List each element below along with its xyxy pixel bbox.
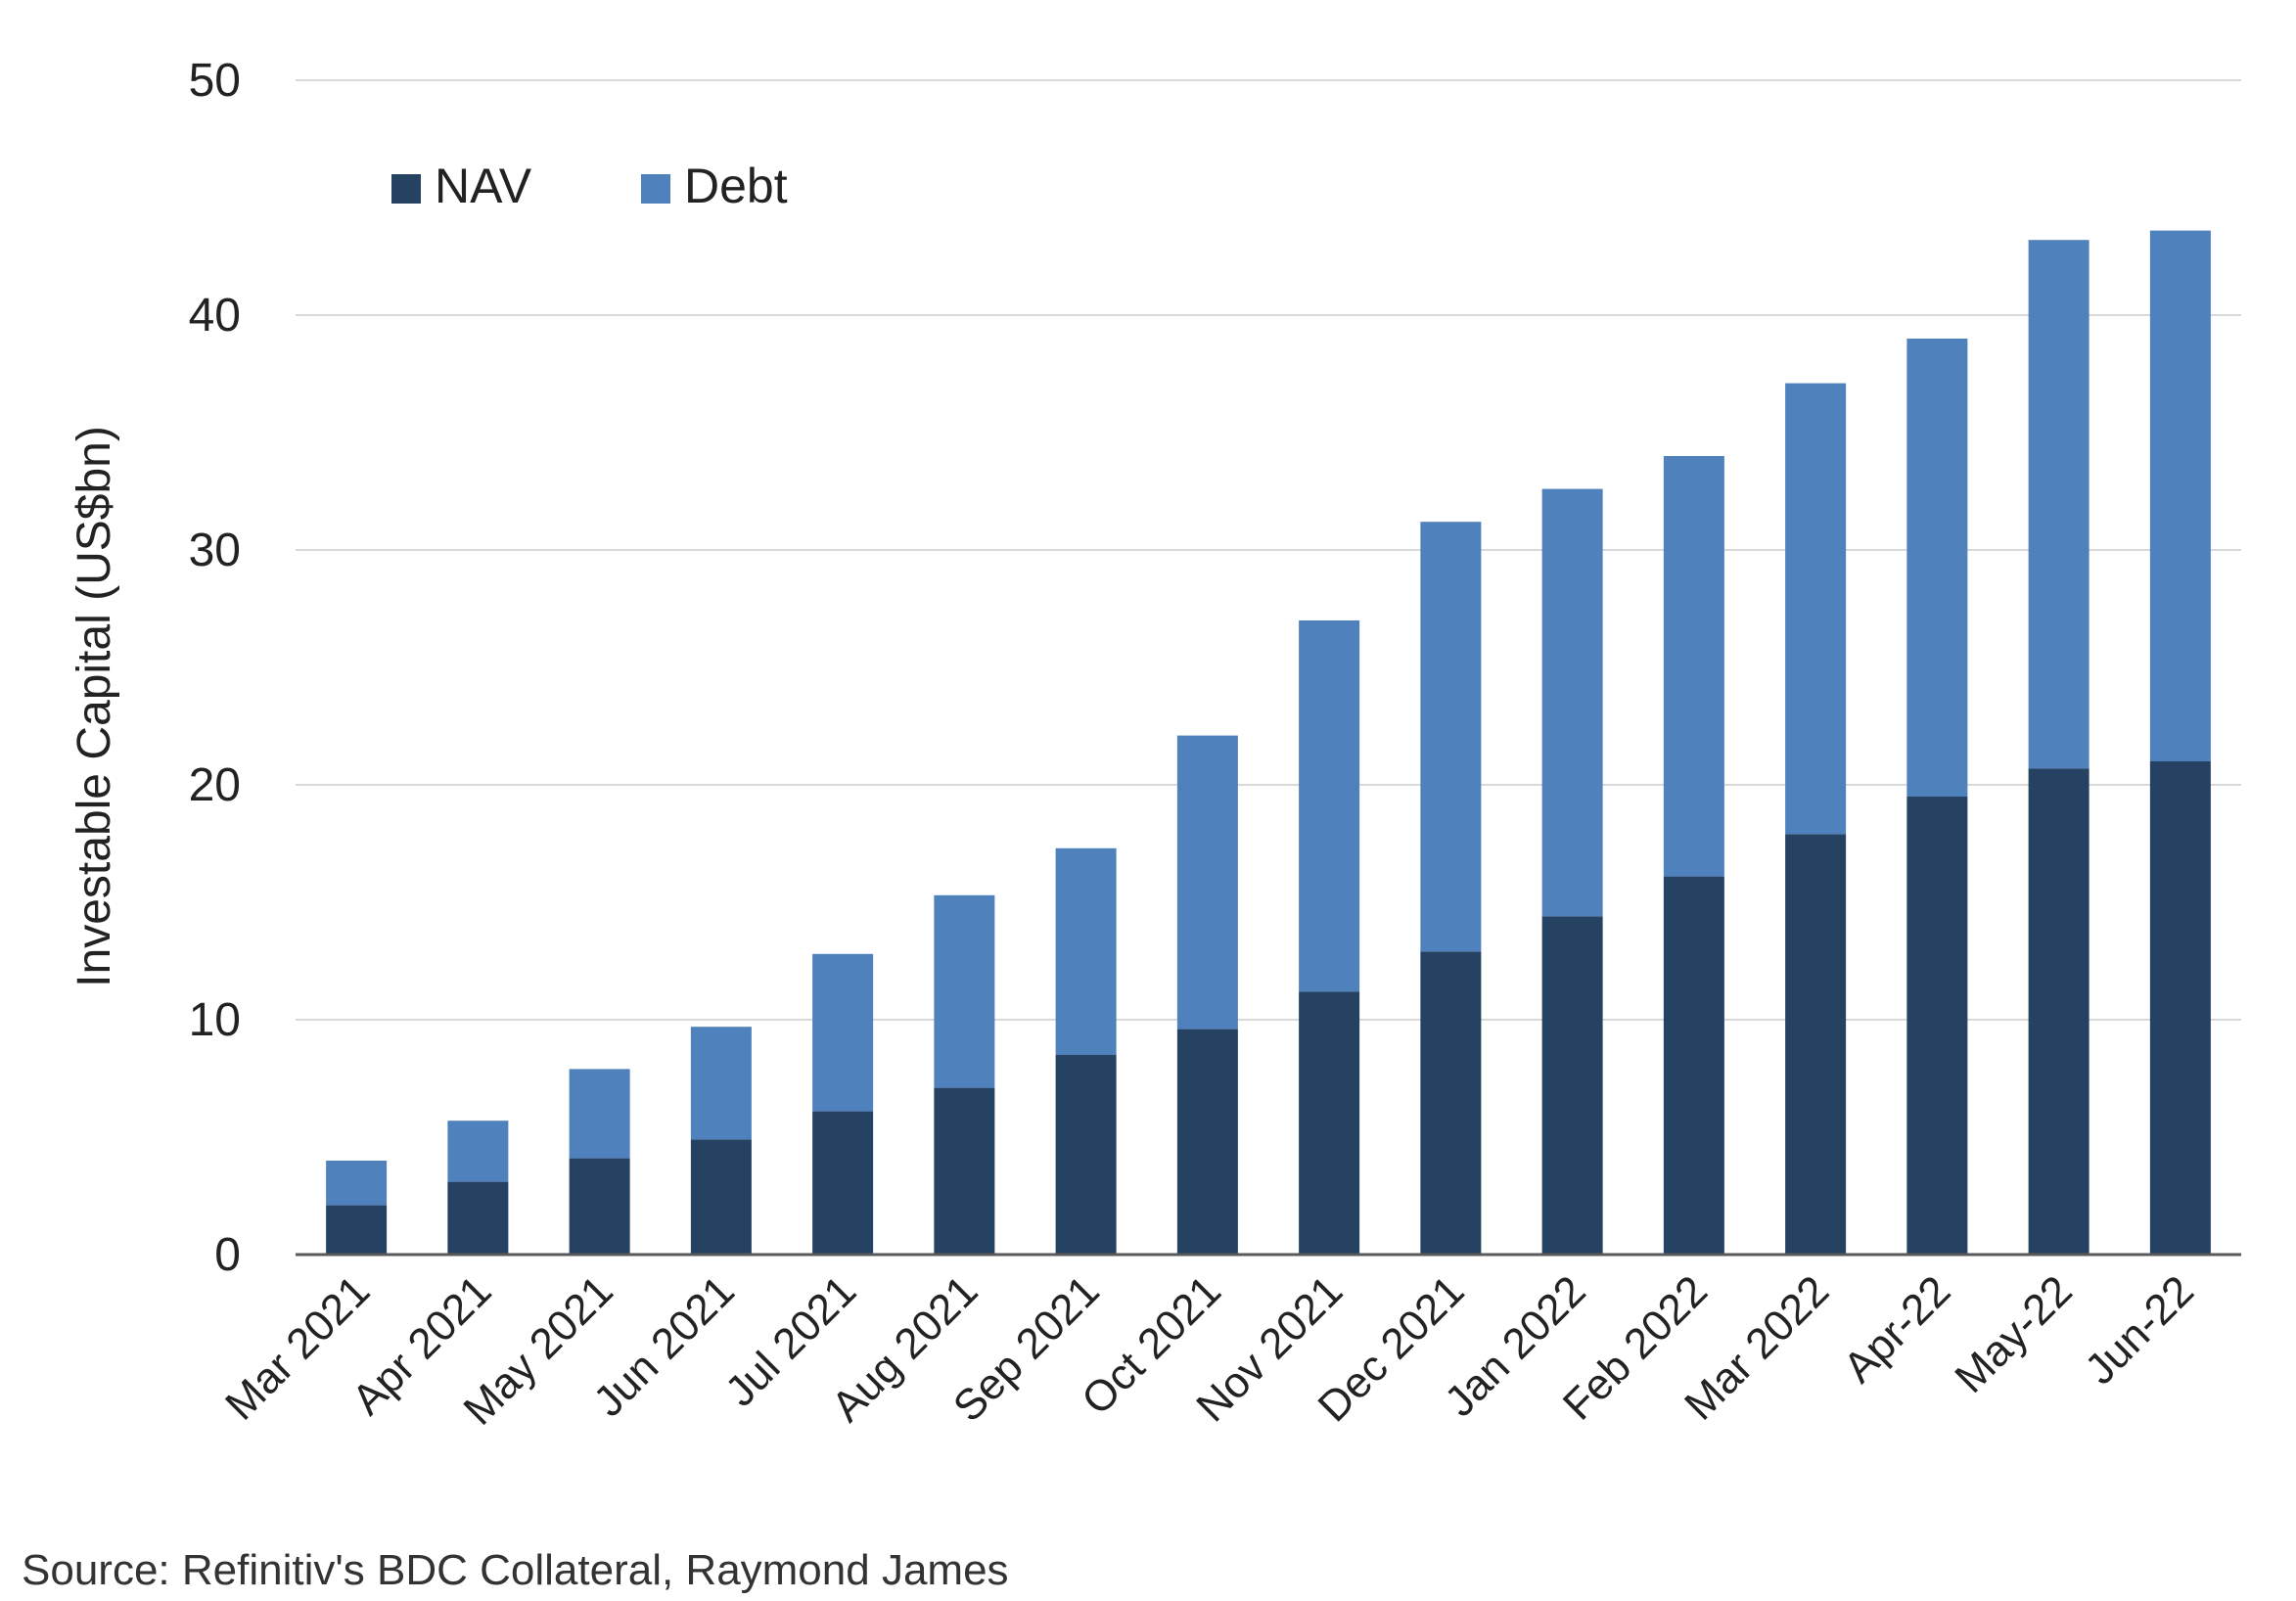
y-axis-title: Investable Capital (US$bn) [69, 426, 120, 987]
y-tick-label-40: 40 [189, 290, 241, 342]
bar-nav-7 [1176, 1029, 1238, 1255]
bar-debt-6 [1055, 847, 1117, 1055]
bar-nav-11 [1663, 876, 1724, 1255]
bar-debt-0 [326, 1161, 388, 1206]
bar-nav-13 [1906, 797, 1968, 1255]
bar-nav-6 [1055, 1055, 1117, 1255]
bar-nav-10 [1541, 916, 1603, 1255]
bar-nav-14 [2028, 768, 2089, 1255]
y-tick-label-50: 50 [189, 55, 241, 107]
legend-label-debt: Debt [684, 159, 788, 213]
bar-debt-9 [1420, 522, 1482, 952]
bar-debt-1 [447, 1121, 509, 1182]
bar-nav-5 [934, 1087, 995, 1255]
y-tick-label-30: 30 [189, 525, 241, 576]
source-note: Source: Refinitiv's BDC Collateral, Raym… [22, 1546, 1009, 1594]
bar-debt-14 [2028, 240, 2089, 769]
bar-debt-4 [812, 953, 874, 1112]
x-tick-label-15: Jun-22 [2076, 1266, 2203, 1394]
bar-nav-8 [1299, 991, 1360, 1255]
x-tick-label-13: Apr-22 [1834, 1266, 1959, 1392]
y-tick-label-0: 0 [214, 1229, 241, 1281]
y-tick-label-20: 20 [189, 759, 241, 811]
bar-nav-12 [1785, 834, 1847, 1255]
bar-nav-0 [326, 1205, 388, 1255]
y-tick-label-10: 10 [189, 994, 241, 1046]
bar-nav-2 [569, 1158, 630, 1255]
bar-debt-3 [690, 1027, 752, 1140]
legend: NAV Debt [391, 159, 788, 213]
bar-nav-9 [1420, 951, 1482, 1255]
legend-swatch-nav [391, 174, 421, 204]
legend-swatch-debt [641, 174, 670, 204]
bar-debt-13 [1906, 339, 1968, 797]
bar-debt-12 [1785, 383, 1847, 835]
bar-debt-10 [1541, 488, 1603, 917]
bar-debt-5 [934, 894, 995, 1088]
x-tick-label-14: May-22 [1946, 1266, 2081, 1401]
bar-nav-1 [447, 1181, 509, 1255]
bar-debt-2 [569, 1069, 630, 1159]
x-tick-label-0: Mar 2021 [216, 1266, 379, 1429]
bar-nav-15 [2149, 761, 2211, 1255]
bar-debt-15 [2149, 230, 2211, 762]
bar-nav-4 [812, 1111, 874, 1255]
bars [326, 230, 2211, 1255]
bar-debt-8 [1299, 620, 1360, 992]
bar-nav-3 [690, 1139, 752, 1255]
legend-label-nav: NAV [435, 159, 532, 213]
bar-debt-11 [1663, 456, 1724, 877]
bar-debt-7 [1176, 735, 1238, 1029]
